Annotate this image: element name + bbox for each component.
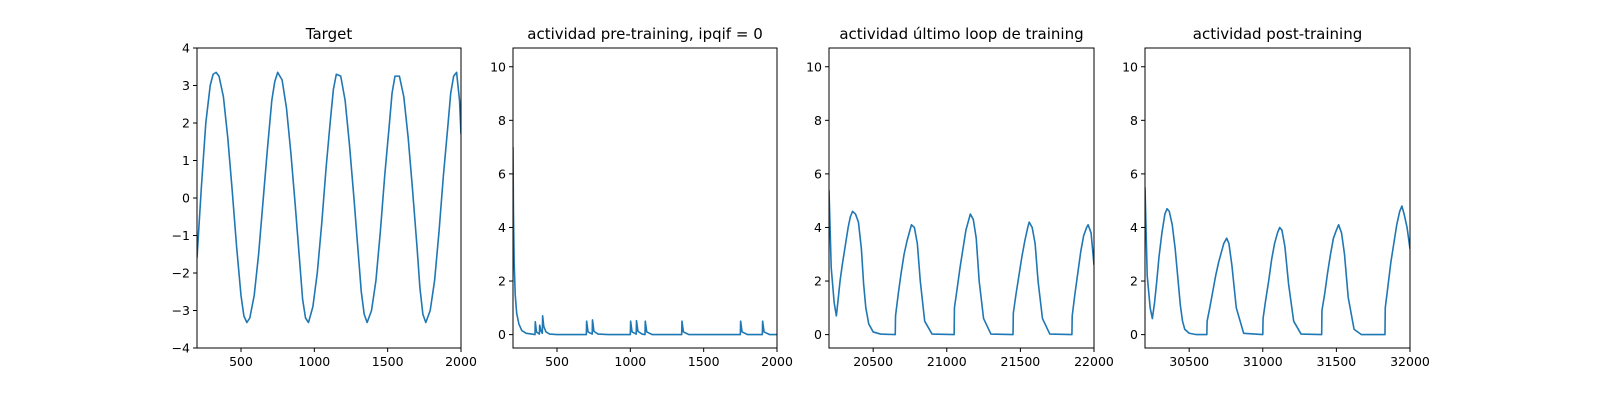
x-tick-label: 31000 bbox=[1243, 354, 1283, 369]
panel-target: Target 500 1000 1500 2000 −4 −3 −2 −1 0 1 2 3 4 bbox=[172, 25, 477, 369]
y-tick-label: 6 bbox=[814, 166, 822, 181]
x-tick-label: 32000 bbox=[1390, 354, 1430, 369]
x-tick-label: 1500 bbox=[372, 354, 404, 369]
series-line bbox=[829, 189, 1094, 336]
chart-title: Target bbox=[305, 25, 353, 43]
series-line bbox=[513, 147, 777, 336]
x-tick-label: 1000 bbox=[298, 354, 330, 369]
y-tick-label: −4 bbox=[172, 341, 190, 356]
chart-title: actividad pre-training, ipqif = 0 bbox=[527, 25, 763, 43]
x-tick-label: 22000 bbox=[1074, 354, 1114, 369]
chart-title: actividad último loop de training bbox=[839, 25, 1083, 43]
y-tick-label: 2 bbox=[814, 274, 822, 289]
x-tick-label: 31500 bbox=[1317, 354, 1357, 369]
x-tick-label: 20500 bbox=[853, 354, 893, 369]
panel-last-training-loop: actividad último loop de training 20500 2… bbox=[806, 25, 1114, 369]
y-tick-label: 4 bbox=[814, 220, 822, 235]
x-tick-label: 2000 bbox=[445, 354, 477, 369]
y-tick-label: 8 bbox=[498, 113, 506, 128]
y-tick-label: 0 bbox=[498, 327, 506, 342]
y-tick-label: 10 bbox=[1122, 59, 1138, 74]
y-tick-label: 4 bbox=[498, 220, 506, 235]
series-line bbox=[1145, 187, 1410, 336]
y-tick-label: 0 bbox=[182, 191, 190, 206]
y-tick-label: 1 bbox=[182, 153, 190, 168]
y-tick-label: 2 bbox=[182, 116, 190, 131]
y-tick-label: 0 bbox=[814, 327, 822, 342]
panel-pre-training: actividad pre-training, ipqif = 0 500 100… bbox=[490, 25, 793, 369]
x-tick-label: 500 bbox=[229, 354, 253, 369]
y-tick-label: 3 bbox=[182, 78, 190, 93]
y-tick-label: −1 bbox=[172, 228, 190, 243]
y-tick-label: 4 bbox=[182, 41, 190, 56]
y-tick-label: 0 bbox=[1130, 327, 1138, 342]
x-tick-label: 30500 bbox=[1169, 354, 1209, 369]
y-tick-label: 8 bbox=[1130, 113, 1138, 128]
x-tick-label: 1500 bbox=[688, 354, 720, 369]
x-tick-label: 21500 bbox=[1001, 354, 1041, 369]
y-tick-label: 10 bbox=[490, 59, 506, 74]
y-tick-label: 6 bbox=[498, 166, 506, 181]
y-tick-label: 8 bbox=[814, 113, 822, 128]
x-tick-label: 21000 bbox=[927, 354, 967, 369]
y-tick-label: 4 bbox=[1130, 220, 1138, 235]
x-tick-label: 1000 bbox=[614, 354, 646, 369]
y-tick-label: −3 bbox=[172, 303, 190, 318]
y-tick-label: 2 bbox=[498, 274, 506, 289]
panel-post-training: actividad post-training 30500 31000 31500 3… bbox=[1122, 25, 1430, 369]
axes-frame bbox=[1144, 47, 1411, 349]
y-tick-label: −2 bbox=[172, 266, 190, 281]
y-tick-label: 6 bbox=[1130, 166, 1138, 181]
chart-title: actividad post-training bbox=[1193, 25, 1362, 43]
x-tick-label: 2000 bbox=[761, 354, 793, 369]
y-tick-label: 10 bbox=[806, 59, 822, 74]
x-tick-label: 500 bbox=[545, 354, 569, 369]
y-tick-label: 2 bbox=[1130, 274, 1138, 289]
axes-frame bbox=[828, 47, 1095, 349]
series-line bbox=[197, 71, 461, 324]
axes-frame bbox=[512, 47, 778, 349]
